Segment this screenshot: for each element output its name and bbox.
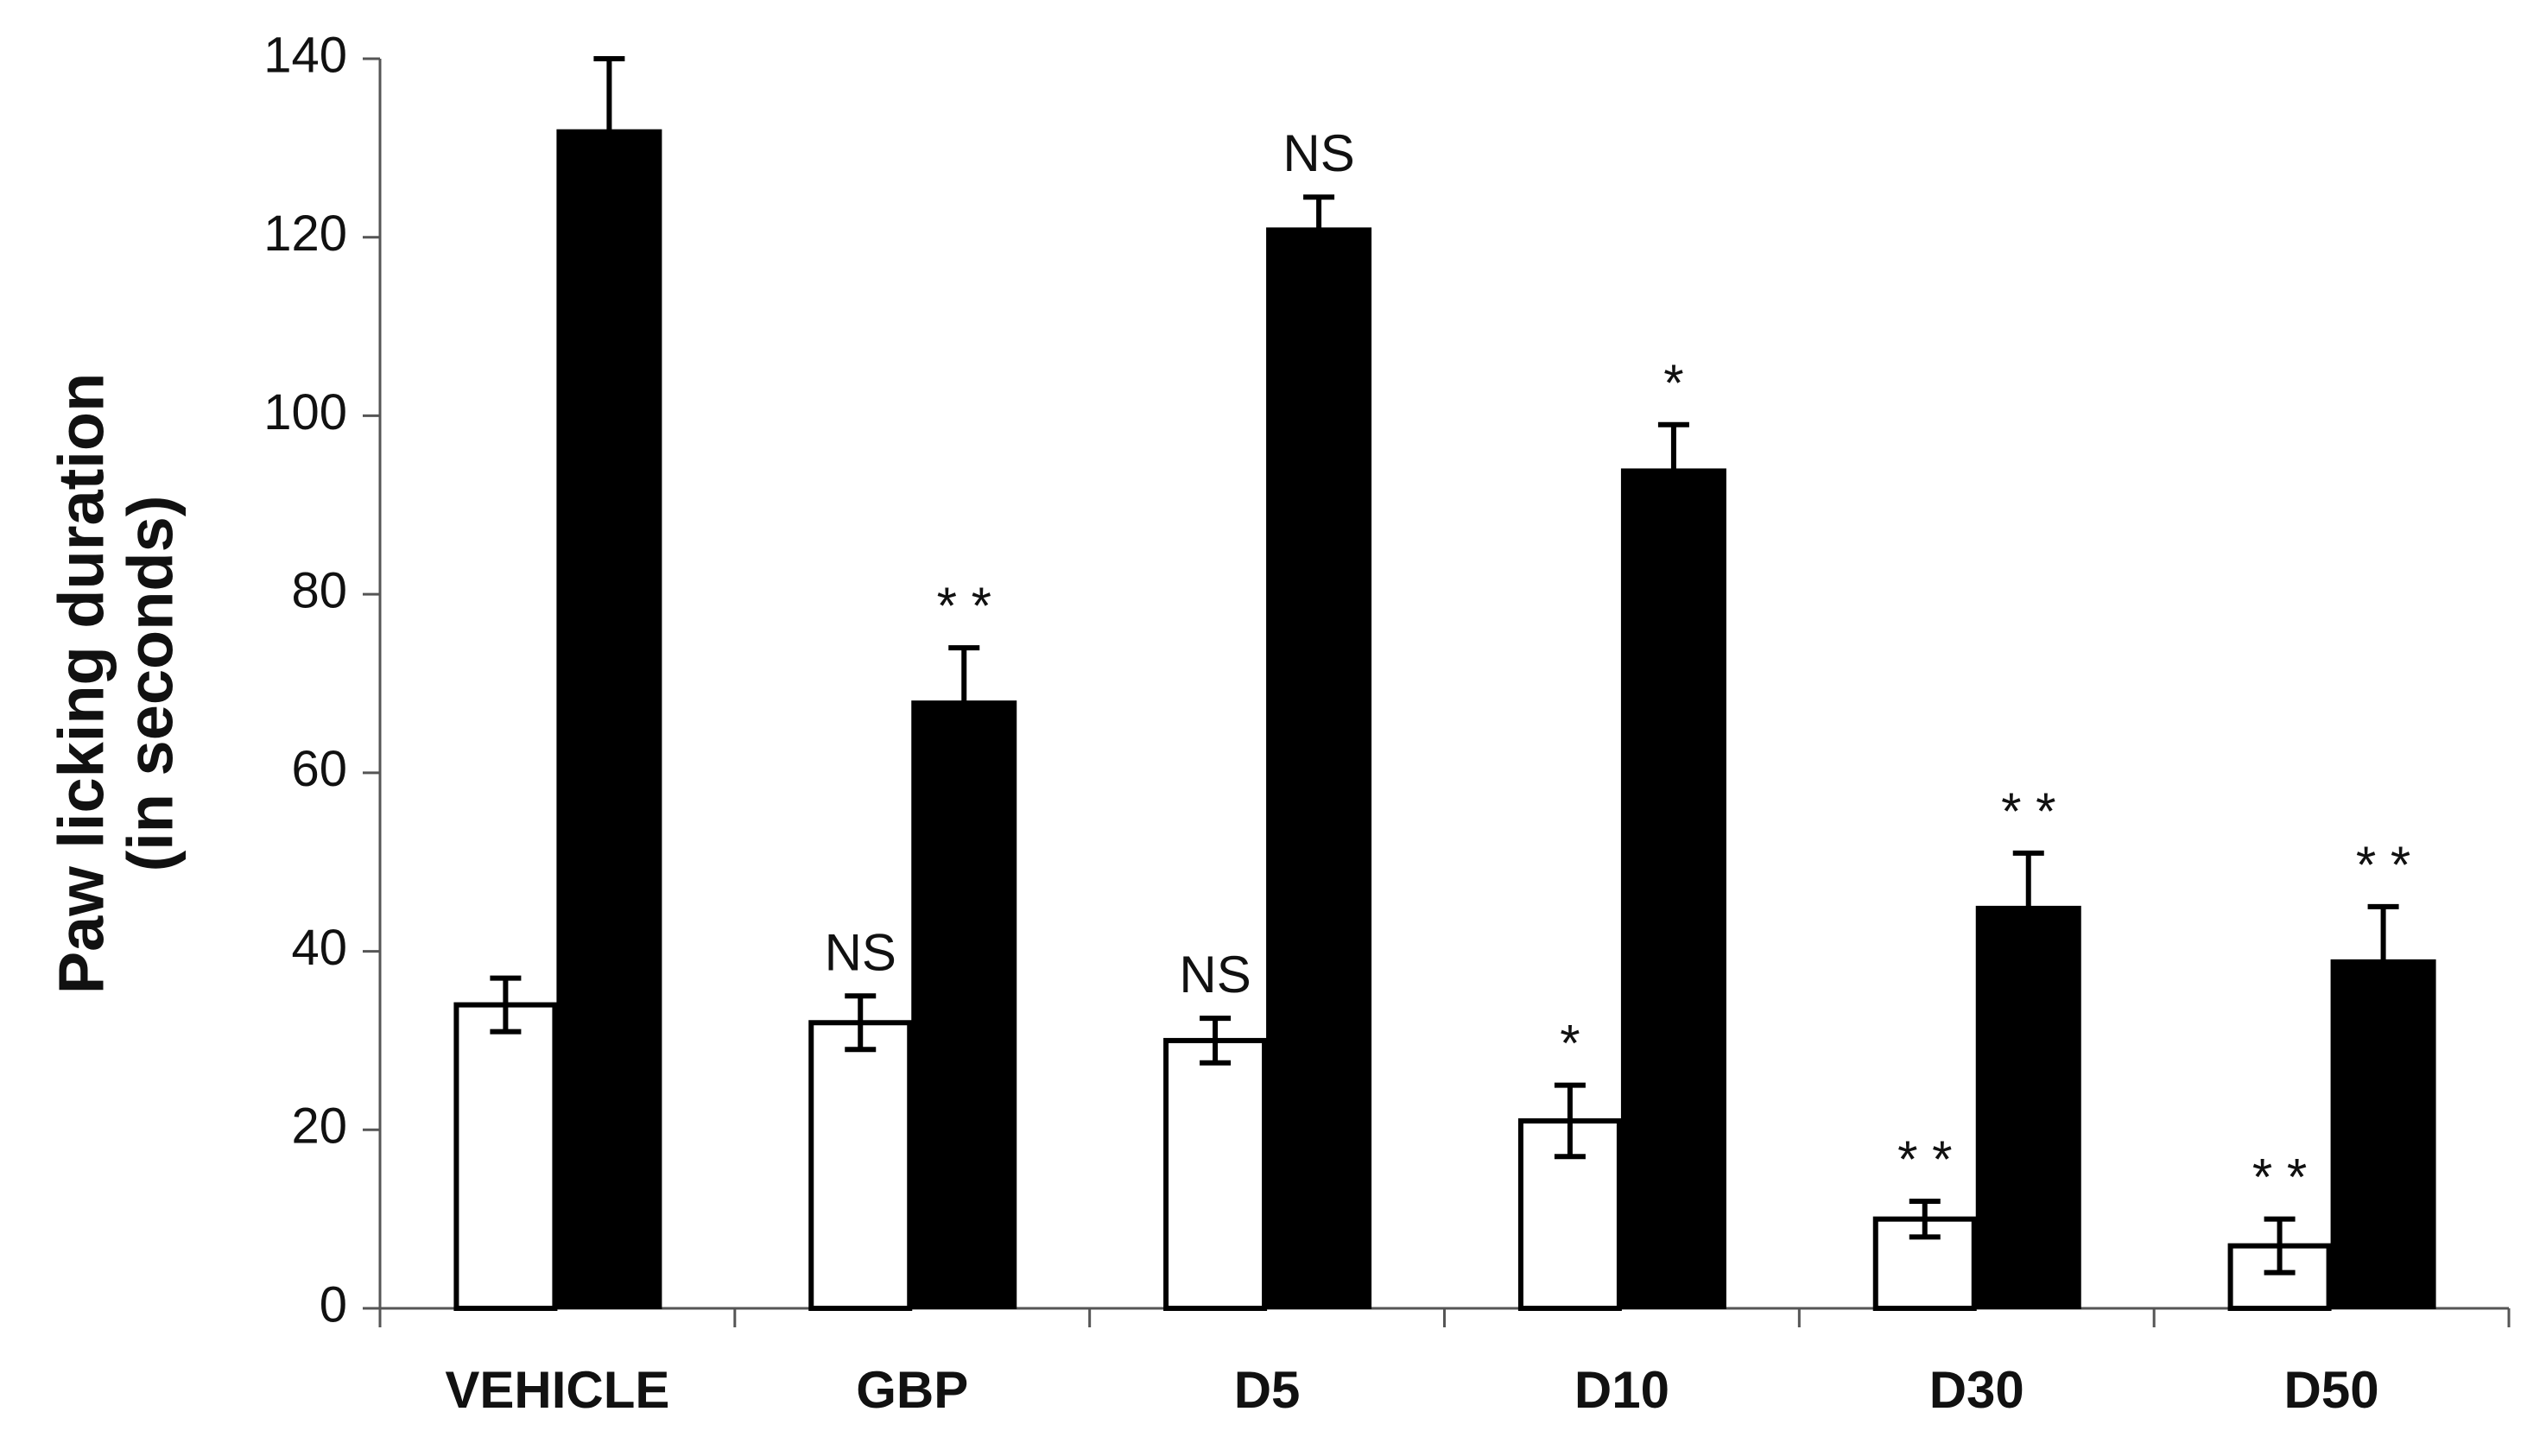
filled-bar-d5 <box>1266 227 1372 1310</box>
y-axis-label-line-2: (in seconds) <box>115 496 187 872</box>
filled-bar-gbp <box>911 700 1017 1309</box>
filled-bar-vehicle <box>556 129 662 1310</box>
filled-bar-d30 <box>1975 905 2081 1309</box>
y-axis-label: Paw licking duration (in seconds) <box>46 373 187 995</box>
y-tick-label: 40 <box>291 920 347 976</box>
significance-label: * <box>1560 1015 1580 1073</box>
significance-label: NS <box>825 923 896 981</box>
x-category-label: D50 <box>2284 1361 2379 1419</box>
y-tick-label: 60 <box>291 741 347 797</box>
x-category-label: VEHICLE <box>445 1361 669 1419</box>
open-bar-d5 <box>1163 1037 1268 1312</box>
filled-bar-d10 <box>1620 468 1726 1309</box>
filled-bar-d50 <box>2330 959 2436 1309</box>
y-tick-label: 0 <box>320 1276 347 1333</box>
x-category-label: D5 <box>1234 1361 1301 1419</box>
significance-label: * * <box>2001 782 2055 840</box>
open-bar-vehicle <box>453 1002 558 1311</box>
bars <box>453 56 2436 1312</box>
y-tick-label: 120 <box>263 206 347 262</box>
y-axis-label-line-1: Paw licking duration <box>46 373 117 995</box>
x-category-label: D10 <box>1574 1361 1669 1419</box>
y-tick-label: 20 <box>291 1098 347 1155</box>
open-bar-gbp <box>808 1020 913 1312</box>
y-tick-label: 140 <box>263 27 347 83</box>
axes: 0 20 40 60 80 100 120 140 <box>263 27 2511 1333</box>
x-category-label: D30 <box>1929 1361 2024 1419</box>
open-bar-d50 <box>2227 1243 2332 1312</box>
x-category-label: GBP <box>856 1361 968 1419</box>
significance-label: * <box>1663 354 1683 412</box>
y-tick-label: 80 <box>291 562 347 618</box>
significance-label: NS <box>1179 946 1251 1003</box>
significance-label: * * <box>1897 1130 1952 1188</box>
significance-label: * * <box>937 577 991 635</box>
y-tick-label: 100 <box>263 384 347 440</box>
significance-label: NS <box>1282 124 1354 182</box>
labels: VEHICLE GBP NS * * D5 NS NS D10 * * D30 * * * * D50 * … <box>445 124 2410 1419</box>
significance-label: * * <box>2356 836 2410 894</box>
significance-label: * * <box>2252 1149 2307 1206</box>
